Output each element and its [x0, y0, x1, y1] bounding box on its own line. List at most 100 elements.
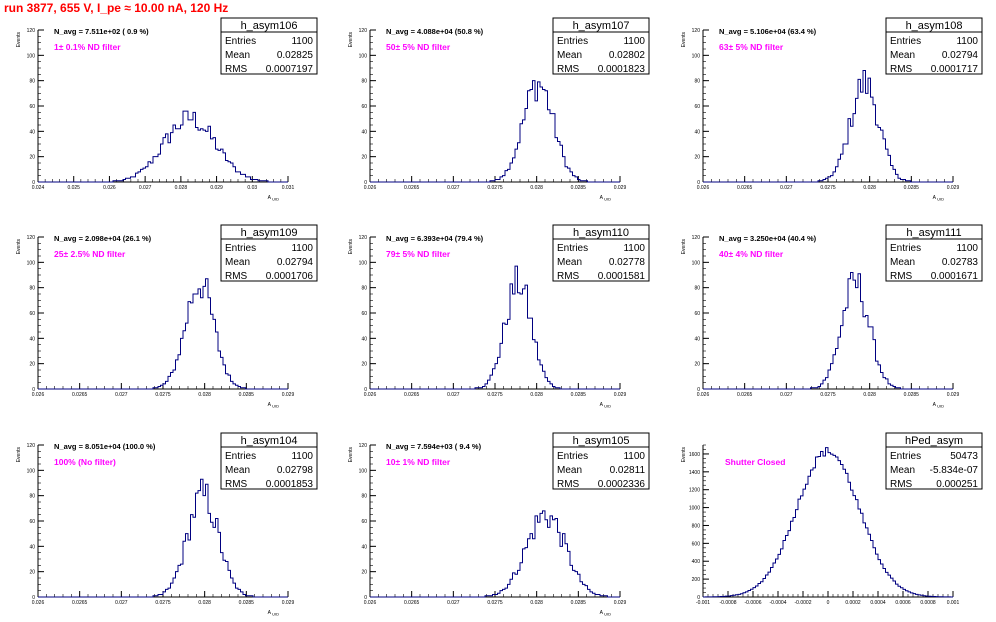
y-tick-label: 0 — [364, 180, 367, 186]
stats-value: -5.834e-07 — [930, 465, 979, 476]
x-axis-title: A UID — [268, 402, 279, 409]
navg-label: N_avg = 8.051e+04 (100.0 %) — [54, 442, 156, 451]
x-tick-label: 0.0275 — [820, 392, 836, 398]
y-tick-label: 80 — [29, 79, 35, 85]
navg-label: N_avg = 6.393e+04 (79.4 %) — [386, 234, 484, 243]
x-tick-label: 0.001 — [947, 600, 960, 606]
x-tick-label: 0.0008 — [920, 600, 936, 606]
x-tick-label: 0.0275 — [487, 185, 503, 191]
x-tick-label: 0.026 — [697, 392, 710, 398]
y-tick-label: 80 — [361, 79, 367, 85]
y-tick-label: 100 — [692, 53, 701, 59]
stats-key: Entries — [890, 243, 921, 254]
stats-key: Mean — [557, 257, 582, 268]
y-tick-label: 40 — [29, 544, 35, 550]
stats-value: 0.0001706 — [266, 271, 314, 282]
stats-value: 0.0001853 — [266, 479, 314, 490]
stats-key: Entries — [890, 451, 921, 462]
x-tick-label: 0.0285 — [239, 392, 255, 398]
x-tick-label: 0.028 — [863, 392, 876, 398]
y-tick-label: 60 — [29, 311, 35, 317]
x-tick-label: 0.028 — [863, 185, 876, 191]
x-tick-label: 0.029 — [614, 392, 627, 398]
y-tick-label: 0 — [364, 595, 367, 601]
stats-title: h_asym108 — [906, 20, 963, 32]
y-axis-title: Events — [16, 32, 22, 48]
y-tick-label: 100 — [359, 468, 368, 474]
filter-note: 10± 1% ND filter — [386, 457, 451, 467]
stats-title: h_asym104 — [241, 435, 298, 447]
x-tick-label: 0.0265 — [404, 600, 420, 606]
histogram-line — [702, 447, 954, 598]
x-tick-label: 0.0004 — [870, 600, 886, 606]
y-tick-label: 0 — [32, 595, 35, 601]
x-tick-label: 0.0265 — [72, 600, 88, 606]
y-tick-label: 60 — [694, 104, 700, 110]
y-tick-label: 20 — [361, 362, 367, 368]
y-tick-label: 60 — [361, 519, 367, 525]
histogram-line — [370, 80, 620, 183]
y-tick-label: 120 — [359, 235, 368, 241]
y-axis-title: Events — [348, 447, 354, 463]
stats-key: RMS — [225, 479, 248, 490]
x-tick-label: 0.0265 — [737, 185, 753, 191]
y-tick-label: 0 — [32, 387, 35, 393]
x-tick-label: 0.026 — [697, 185, 710, 191]
stats-title: h_asym105 — [573, 435, 630, 447]
filter-note: Shutter Closed — [725, 457, 785, 467]
y-tick-label: 100 — [359, 53, 368, 59]
x-tick-label: 0.028 — [530, 392, 543, 398]
stats-title: h_asym109 — [241, 227, 298, 239]
stats-value: 0.0001717 — [931, 64, 979, 75]
stats-key: Mean — [225, 465, 250, 476]
stats-value: 50473 — [950, 451, 978, 462]
stats-key: Entries — [890, 36, 921, 47]
x-tick-label: -0.0004 — [770, 600, 787, 606]
y-tick-label: 20 — [361, 570, 367, 576]
y-tick-label: 1000 — [689, 506, 700, 512]
stats-key: Mean — [225, 257, 250, 268]
x-tick-label: 0.0265 — [737, 392, 753, 398]
y-tick-label: 100 — [27, 260, 36, 266]
y-axis-title: Events — [348, 239, 354, 255]
stats-value: 0.0002336 — [598, 479, 646, 490]
y-tick-label: 0 — [32, 180, 35, 186]
x-tick-label: 0.0002 — [845, 600, 861, 606]
y-tick-label: 100 — [27, 468, 36, 474]
x-tick-label: 0.027 — [115, 392, 128, 398]
stats-key: Mean — [890, 50, 915, 61]
stats-key: RMS — [557, 64, 580, 75]
page-title: run 3877, 655 V, I_pe ≈ 10.00 nA, 120 Hz — [4, 1, 229, 15]
x-axis-title: A UID — [600, 195, 611, 202]
stats-value: 0.02802 — [609, 50, 646, 61]
stats-title: h_asym111 — [906, 227, 961, 239]
histogram-line — [38, 110, 288, 183]
y-tick-label: 400 — [692, 559, 701, 565]
y-tick-label: 40 — [361, 129, 367, 135]
x-tick-label: 0.0285 — [904, 392, 920, 398]
y-axis-title: Events — [348, 32, 354, 48]
y-axis-title: Events — [681, 447, 687, 463]
x-axis-title: A UID — [268, 610, 279, 617]
x-tick-label: 0.031 — [282, 185, 295, 191]
x-tick-label: 0.029 — [947, 392, 960, 398]
x-tick-label: 0.0275 — [487, 600, 503, 606]
stats-value: 1100 — [956, 243, 978, 254]
y-tick-label: 80 — [361, 494, 367, 500]
x-tick-label: 0.026 — [32, 600, 45, 606]
stats-value: 1100 — [956, 36, 978, 47]
y-tick-label: 120 — [692, 235, 701, 241]
y-tick-label: 120 — [359, 443, 368, 449]
filter-note: 50± 5% ND filter — [386, 42, 451, 52]
stats-value: 0.0001823 — [598, 64, 646, 75]
y-tick-label: 100 — [692, 260, 701, 266]
x-tick-label: 0.0006 — [895, 600, 911, 606]
navg-label: N_avg = 7.511e+02 ( 0.9 %) — [54, 27, 149, 36]
x-tick-label: -0.0008 — [720, 600, 737, 606]
y-tick-label: 100 — [27, 53, 36, 59]
y-tick-label: 60 — [29, 104, 35, 110]
x-tick-label: 0.03 — [247, 185, 257, 191]
x-tick-label: 0.0265 — [72, 392, 88, 398]
x-axis-title: A UID — [600, 402, 611, 409]
stats-title: hPed_asym — [905, 435, 963, 447]
